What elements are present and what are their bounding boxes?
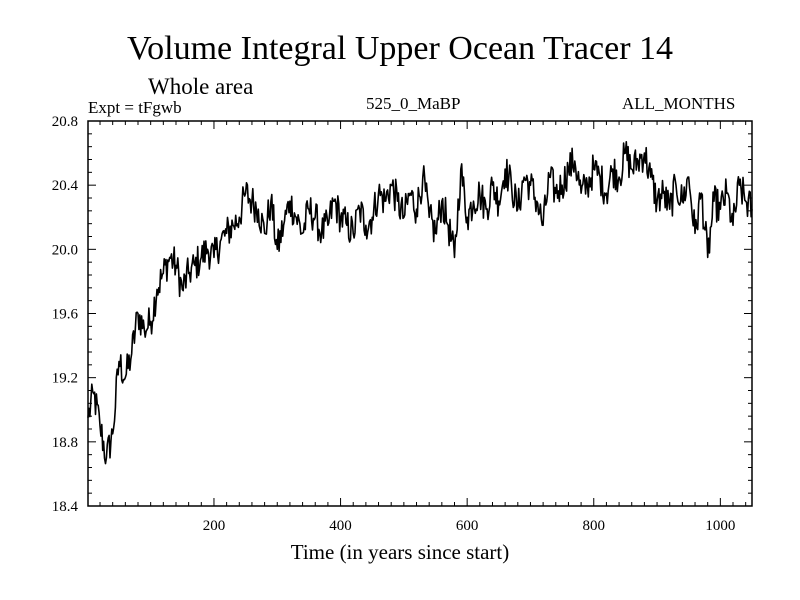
axis-ticks [88,120,752,507]
y-tick-label: 19.2 [52,371,78,387]
y-tick-label: 20.0 [52,242,78,258]
experiment-label: Expt = tFgwb [88,98,182,117]
series-layer [87,141,753,465]
x-tick-label: 600 [456,518,479,534]
x-tick-label: 200 [203,518,226,534]
x-tick-label: 800 [583,518,606,534]
chart-subtitle: Whole area [148,74,254,99]
y-tick-label: 18.8 [52,435,78,451]
chart-title: Volume Integral Upper Ocean Tracer 14 [126,30,674,67]
axis-tick-labels: 200 400 600 800 1000 18.4 18.8 19.2 19.6 20.0 20.4… [52,114,736,534]
months-label: ALL_MONTHS [622,94,736,113]
y-tick-label: 20.8 [52,114,78,130]
series-line [87,141,753,465]
run-label: 525_0_MaBP [366,94,461,113]
x-tick-label: 400 [329,518,352,534]
x-axis-label: Time (in years since start) [290,540,510,564]
y-tick-label: 18.4 [52,499,79,515]
y-tick-label: 19.6 [52,307,79,323]
x-tick-label: 1000 [705,518,735,534]
plot-frame [87,120,753,507]
y-tick-label: 20.4 [52,178,79,194]
